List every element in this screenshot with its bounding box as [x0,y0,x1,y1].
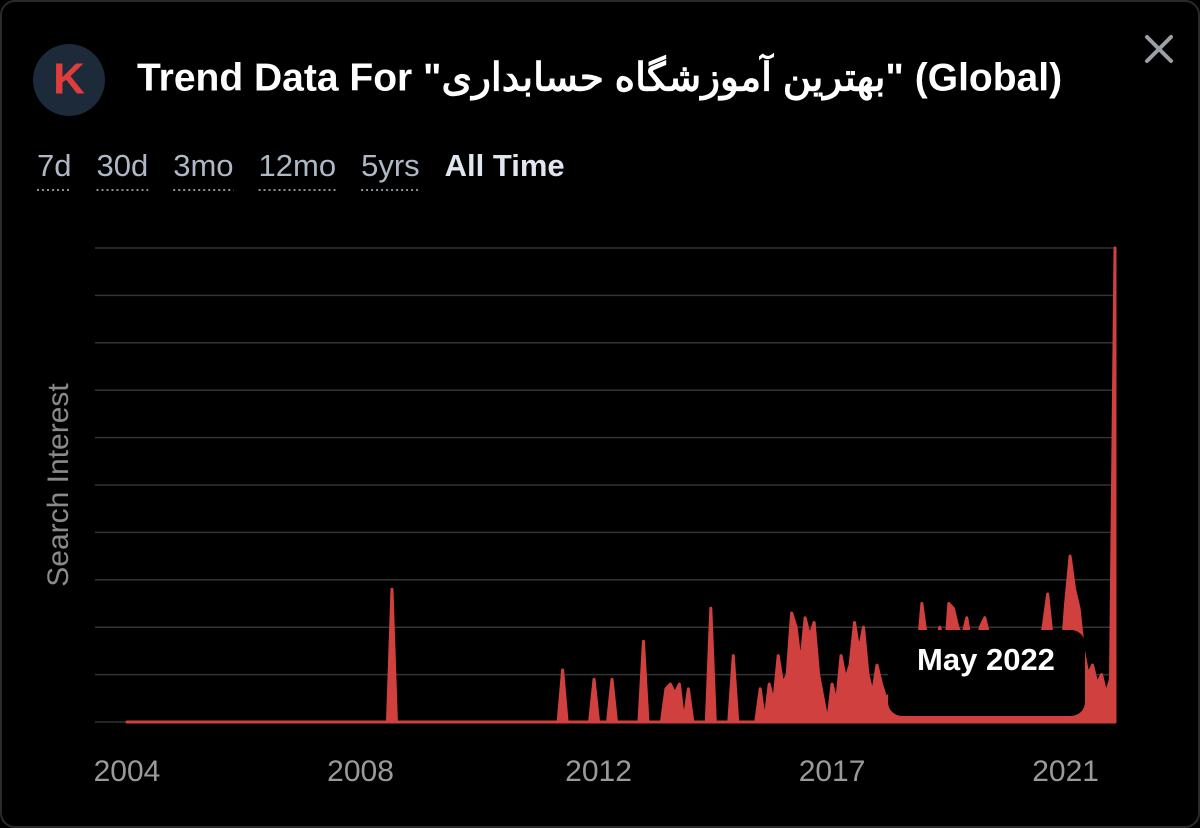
x-tick-label: 2017 [799,755,866,788]
popup-title: Trend Data For "بهترین آموزشگاه حسابداری… [137,51,1062,101]
tooltip-label: May 2022 [917,642,1055,677]
time-range-tab[interactable]: All Time [445,148,565,183]
time-range-tab[interactable]: 30d [96,148,148,183]
x-tick-label: 2012 [565,755,632,788]
close-icon [1145,35,1173,63]
x-tick-label: 2004 [94,755,161,788]
close-button[interactable] [1145,35,1173,63]
logo: K [53,55,85,104]
x-tick-label: 2021 [1032,755,1099,788]
logo-badge [33,44,105,116]
time-range-tab[interactable]: 7d [37,148,71,183]
x-tick-label: 2008 [327,755,394,788]
y-axis-label: Search Interest [42,383,75,587]
tooltip-box [888,630,1085,716]
time-range-tab[interactable]: 12mo [259,148,337,183]
time-range-tab[interactable]: 3mo [173,148,233,183]
time-range-tab[interactable]: 5yrs [361,148,420,183]
